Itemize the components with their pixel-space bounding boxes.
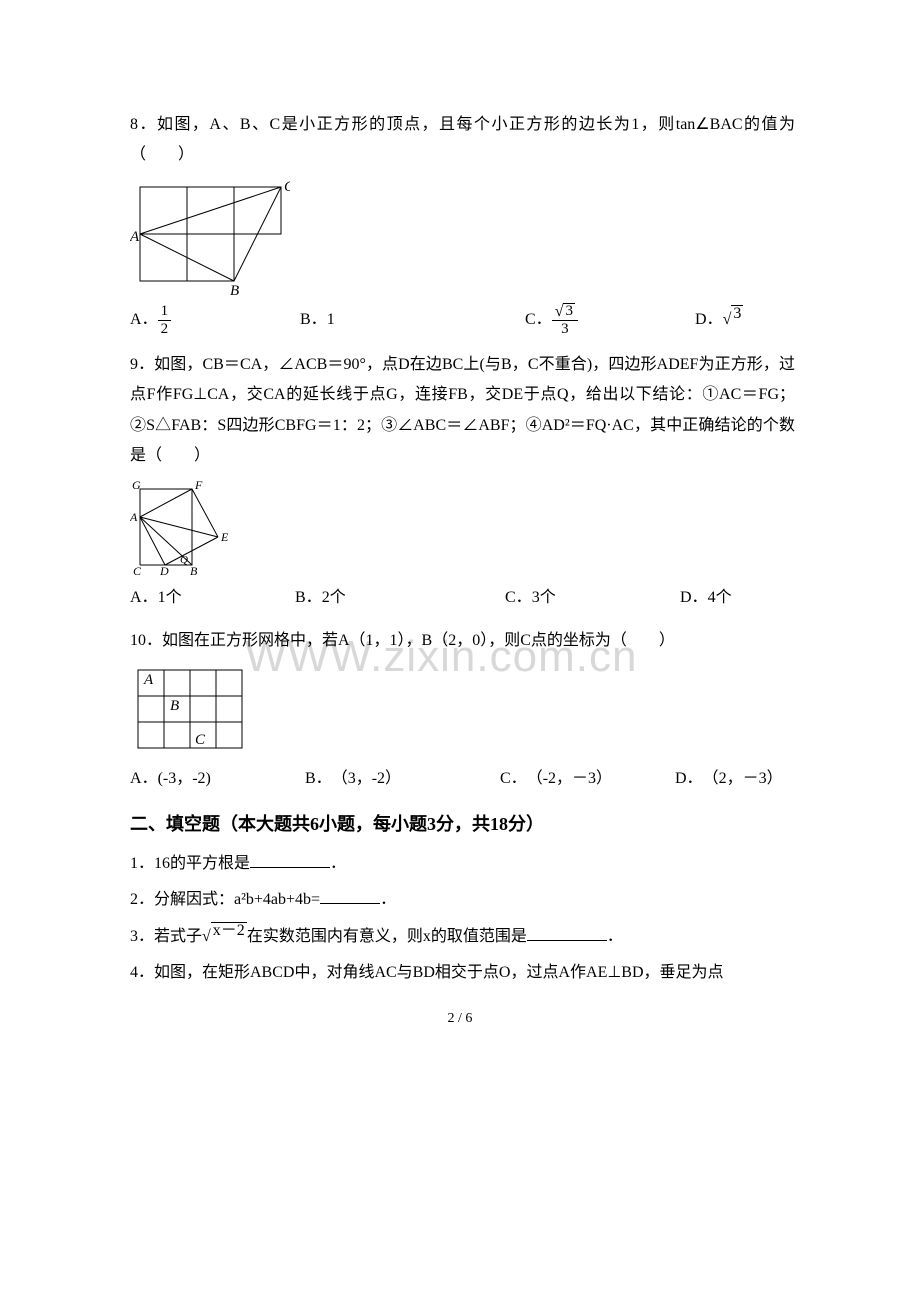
- q8-a-label: A．: [130, 305, 158, 335]
- q9-c-value: 3个: [532, 583, 556, 613]
- q10-choice-b: B． （3，-2）: [305, 764, 500, 794]
- q10-figure: A B C: [130, 662, 795, 758]
- f3-before: 3．若式子: [130, 928, 202, 945]
- q8-b-value: 1: [327, 305, 335, 335]
- f3-sqrt: √x－2: [202, 922, 247, 952]
- f1-before: 1．16的平方根是: [130, 855, 250, 872]
- q9-a-label: A．: [130, 583, 158, 613]
- q8-label-a: A: [130, 229, 140, 245]
- q8-c-value: √3 3: [552, 303, 578, 338]
- q10-choice-c: C． （-2，－3）: [500, 764, 675, 794]
- q10-label-a: A: [143, 672, 154, 688]
- q9-label-f: F: [194, 478, 203, 492]
- q8-figure: A B C: [130, 177, 795, 297]
- q9-label-b: B: [190, 564, 198, 577]
- q10-label-c: C: [195, 732, 206, 748]
- q9-choice-d: D． 4个: [680, 583, 780, 613]
- q9-label-e: E: [220, 530, 229, 544]
- fill-4: 4．如图，在矩形ABCD中，对角线AC与BD相交于点O，过点A作AE⊥BD，垂足…: [130, 958, 795, 988]
- q10-d-label: D．: [675, 764, 703, 794]
- q9-choice-c: C． 3个: [505, 583, 680, 613]
- f2-after: ．: [380, 891, 396, 908]
- q10-a-label: A．: [130, 764, 158, 794]
- f1-after: ．: [330, 855, 346, 872]
- q8-d-value: √3: [723, 305, 744, 335]
- q9-label-g: G: [132, 478, 141, 492]
- q9-choice-a: A． 1个: [130, 583, 295, 613]
- f3-mid: 在实数范围内有意义，则x的取值范围是: [247, 928, 527, 945]
- f2-blank: [320, 887, 380, 905]
- f1-blank: [250, 850, 330, 868]
- q9-c-label: C．: [505, 583, 532, 613]
- q10-c-value: （-2，－3）: [527, 764, 612, 794]
- q9-d-label: D．: [680, 583, 708, 613]
- q10-d-value: （2，－3）: [703, 764, 783, 794]
- q10-choices: A． (-3，-2) B． （3，-2） C． （-2，－3） D． （2，－3…: [130, 764, 795, 794]
- q10-b-value: （3，-2）: [332, 764, 401, 794]
- q10-choice-d: D． （2，－3）: [675, 764, 795, 794]
- q9-svg: G F A E C D B Q: [130, 477, 240, 577]
- q9-text: 9．如图，CB＝CA，∠ACB＝90°，点D在边BC上(与B，C不重合)，四边形…: [130, 350, 795, 472]
- q9-choices: A． 1个 B． 2个 C． 3个 D． 4个: [130, 583, 795, 613]
- q10-c-label: C．: [500, 764, 527, 794]
- q10-choice-a: A． (-3，-2): [130, 764, 305, 794]
- q9-label-d: D: [159, 564, 169, 577]
- q8-text: 8．如图，A、B、C是小正方形的顶点，且每个小正方形的边长为1，则tan∠BAC…: [130, 110, 795, 171]
- q10-a-value: (-3，-2): [158, 764, 211, 794]
- question-9: 9．如图，CB＝CA，∠ACB＝90°，点D在边BC上(与B，C不重合)，四边形…: [130, 350, 795, 614]
- q8-label-b: B: [230, 283, 239, 297]
- section2-title: 二、填空题（本大题共6小题，每小题3分，共18分）: [130, 807, 795, 841]
- fill-2: 2．分解因式：a²b+4ab+4b= ．: [130, 885, 795, 915]
- q9-a-value: 1个: [158, 583, 182, 613]
- q8-choice-d: D． √3: [695, 305, 795, 335]
- q9-d-value: 4个: [708, 583, 732, 613]
- fill-1: 1．16的平方根是 ．: [130, 849, 795, 879]
- q10-label-b: B: [170, 698, 179, 714]
- q8-choice-c: C． √3 3: [525, 303, 695, 338]
- f3-blank: [527, 923, 607, 941]
- q9-label-a: A: [130, 510, 138, 524]
- q8-c-label: C．: [525, 305, 552, 335]
- fill-3: 3．若式子√x－2在实数范围内有意义，则x的取值范围是 ．: [130, 922, 795, 952]
- question-8: 8．如图，A、B、C是小正方形的顶点，且每个小正方形的边长为1，则tan∠BAC…: [130, 110, 795, 338]
- q8-choice-a: A． 12: [130, 303, 300, 337]
- q9-b-label: B．: [295, 583, 322, 613]
- q8-choice-b: B． 1: [300, 305, 525, 335]
- q10-text: 10．如图在正方形网格中，若A（1，1），B（2，0），则C点的坐标为（ ）: [130, 626, 795, 656]
- f4-text: 4．如图，在矩形ABCD中，对角线AC与BD相交于点O，过点A作AE⊥BD，垂足…: [130, 964, 724, 981]
- q9-figure: G F A E C D B Q: [130, 477, 795, 577]
- f3-after: ．: [607, 928, 623, 945]
- q8-label-c: C: [284, 179, 290, 195]
- q8-svg: A B C: [130, 177, 290, 297]
- q10-b-label: B．: [305, 764, 332, 794]
- q8-d-label: D．: [695, 305, 723, 335]
- q8-b-label: B．: [300, 305, 327, 335]
- q9-b-value: 2个: [322, 583, 346, 613]
- question-10: 10．如图在正方形网格中，若A（1，1），B（2，0），则C点的坐标为（ ） A…: [130, 626, 795, 795]
- q10-svg: A B C: [130, 662, 252, 758]
- q8-a-value: 12: [158, 303, 172, 337]
- q9-choice-b: B． 2个: [295, 583, 505, 613]
- q9-label-q: Q: [180, 554, 188, 566]
- q8-choices: A． 12 B． 1 C． √3 3 D． √3: [130, 303, 795, 338]
- q9-label-c: C: [133, 564, 142, 577]
- page-footer: 2 / 6: [0, 1006, 920, 1033]
- f2-before: 2．分解因式：a²b+4ab+4b=: [130, 891, 320, 908]
